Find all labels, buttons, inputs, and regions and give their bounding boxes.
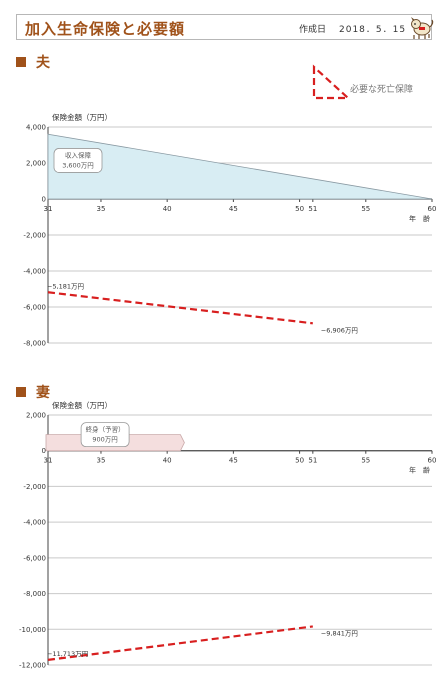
y-tick-label: 0 [42,196,46,204]
required-coverage-line [47,291,313,325]
x-axis-title: 年 齢 [409,214,430,223]
section-marker-icon [16,387,26,397]
x-tick-label: 51 [308,457,317,465]
x-tick-label: 35 [97,457,106,465]
y-tick-label: -10,000 [19,626,46,634]
dog-mascot-icon [411,17,434,39]
section-marker-icon [16,57,26,67]
required-coverage-line [47,625,313,661]
husband-label: 夫 [36,55,50,71]
date-label: 作成日 [299,25,327,35]
value-annotation: −6,906万円 [321,326,358,334]
x-tick-label: 55 [361,205,370,213]
y-tick-label: 2,000 [26,160,46,168]
y-tick-label: -8,000 [23,590,46,598]
x-tick-label: 40 [163,205,172,213]
x-tick-label: 60 [428,205,437,213]
value-annotation: −9,841万円 [321,629,358,637]
x-tick-label: 40 [163,457,172,465]
y-axis-title: 保険金額（万円） [52,112,112,122]
husband-chart: 保険金額（万円） 4,000 2,000 0 -2,000 -4,000 -6,000 -8,… [23,112,437,348]
y-tick-label: 2,000 [26,412,46,420]
wife-label: 妻 [36,385,50,401]
income-protection-area [47,133,433,200]
x-tick-label: 50 [295,205,304,213]
x-axis-title: 年 齢 [409,466,430,475]
y-tick-label: -4,000 [23,519,46,527]
y-tick-label: -8,000 [23,340,46,348]
x-tick-label: 45 [229,457,238,465]
y-axis-title: 保険金額（万円） [52,400,112,410]
y-tick-label: -2,000 [23,483,46,491]
legend-dashed-triangle-icon [312,64,351,100]
income-protection-amount: 3,600万円 [62,161,94,169]
y-tick-label: -2,000 [23,232,46,240]
y-tick-label: -6,000 [23,554,46,562]
y-tick-label: -12,000 [19,662,46,670]
whole-life-label: 終身（予習） [86,425,125,434]
whole-life-amount: 900万円 [92,436,117,444]
x-tick-label: 35 [97,205,106,213]
x-tick-label: 50 [295,457,304,465]
x-tick-label: 31 [44,457,53,465]
y-tick-label: -6,000 [23,304,46,312]
page-title: 加入生命保険と必要額 [25,20,186,38]
y-tick-label: -4,000 [23,268,46,276]
x-tick-label: 51 [308,205,317,213]
x-tick-label: 45 [229,205,238,213]
whole-life-box [80,422,130,448]
wife-chart: 保険金額（万円） 2,000 0 -2,000 -4,000 -6,000 -8,000 -1… [19,400,437,670]
y-tick-label: 0 [42,447,46,455]
husband-section-heading: 夫 [16,52,50,72]
value-annotation: −5,181万円 [47,282,84,290]
y-tick-label: 4,000 [26,124,46,132]
value-annotation: −11,713万円 [47,650,88,658]
legend-label: 必要な死亡保障 [350,85,414,95]
income-protection-box [53,148,103,173]
date-value: 2018．5．15 [339,25,407,35]
income-protection-label: 収入保障 [65,150,92,159]
wife-section-heading: 妻 [16,382,50,402]
x-tick-label: 31 [44,205,53,213]
x-tick-label: 55 [361,457,370,465]
report-header: 加入生命保険と必要額 作成日 2018．5．15 [16,14,434,40]
x-tick-label: 60 [428,457,437,465]
